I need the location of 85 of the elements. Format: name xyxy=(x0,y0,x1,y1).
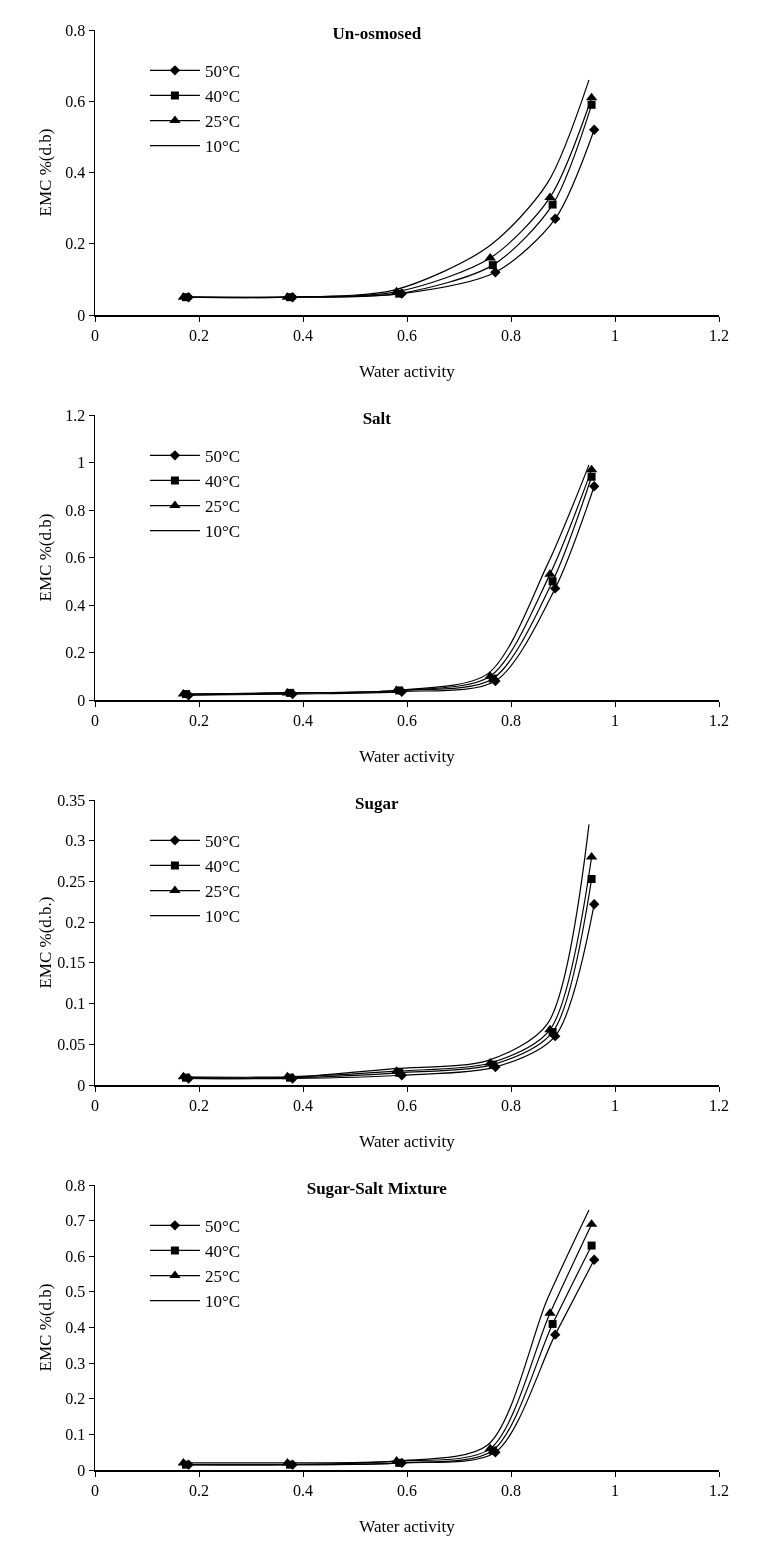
x-tick-label: 0.8 xyxy=(501,711,521,729)
x-tick-label: 0.6 xyxy=(397,1096,417,1114)
legend-label: 25°C xyxy=(204,112,241,132)
legend-label: 10°C xyxy=(204,522,241,542)
y-tick-label: 0.2 xyxy=(65,1390,86,1408)
x-tick-label: 0.6 xyxy=(397,326,417,344)
y-tick-label: 0.8 xyxy=(65,1176,86,1194)
y-tick-label: 0 xyxy=(77,1461,86,1479)
y-tick-label: 0.2 xyxy=(65,235,86,253)
legend-label: 50°C xyxy=(204,61,241,81)
x-tick-label: 0.4 xyxy=(293,1096,313,1114)
y-axis-title: EMC %(d.b) xyxy=(35,513,55,602)
y-tick-label: 0.2 xyxy=(65,913,86,931)
legend-label: 50°C xyxy=(204,1216,241,1236)
legend-label: 25°C xyxy=(204,882,241,902)
x-tick-label: 0 xyxy=(91,1096,99,1114)
x-tick-label: 0.2 xyxy=(189,1096,209,1114)
y-tick-label: 0.4 xyxy=(65,164,86,182)
y-tick-label: 0.25 xyxy=(57,873,86,891)
legend-label: 40°C xyxy=(204,1242,241,1262)
y-tick-label: 0.05 xyxy=(57,1035,86,1053)
y-tick-label: 0.1 xyxy=(65,995,86,1013)
x-tick-label: 0 xyxy=(91,326,99,344)
y-axis-title: EMC %(d.b) xyxy=(35,1283,55,1372)
y-tick-label: 0.4 xyxy=(65,1319,86,1337)
legend-label: 50°C xyxy=(204,831,241,851)
x-tick-label: 1 xyxy=(611,326,619,344)
y-tick-label: 0.8 xyxy=(65,21,86,39)
legend-label: 25°C xyxy=(204,497,241,517)
x-tick-label: 0 xyxy=(91,1481,99,1499)
legend-label: 10°C xyxy=(204,1292,241,1312)
x-tick-label: 0.8 xyxy=(501,1096,521,1114)
y-tick-label: 0.5 xyxy=(65,1283,86,1301)
legend-label: 10°C xyxy=(204,907,241,927)
x-tick-label: 1.2 xyxy=(709,1096,729,1114)
x-tick-label: 0.4 xyxy=(293,326,313,344)
chart-title: Un-osmosed xyxy=(332,23,422,43)
chart-title: Sugar-Salt Mixture xyxy=(306,1178,448,1198)
legend-label: 40°C xyxy=(204,857,241,877)
x-axis-title: Water activity xyxy=(359,1516,456,1536)
x-tick-label: 0.4 xyxy=(293,1481,313,1499)
x-axis-title: Water activity xyxy=(359,746,456,766)
x-tick-label: 1.2 xyxy=(709,1481,729,1499)
x-axis-title: Water activity xyxy=(359,1131,456,1151)
legend-label: 40°C xyxy=(204,87,241,107)
y-tick-label: 0.2 xyxy=(65,644,86,662)
chart-title: Sugar xyxy=(355,793,399,813)
x-tick-label: 0.8 xyxy=(501,326,521,344)
legend-label: 40°C xyxy=(204,472,241,492)
legend-label: 25°C xyxy=(204,1267,241,1287)
y-tick-label: 1.2 xyxy=(65,406,86,424)
x-tick-label: 0.4 xyxy=(293,711,313,729)
y-tick-label: 0 xyxy=(77,306,86,324)
y-tick-label: 0.6 xyxy=(65,92,86,110)
y-tick-label: 0.8 xyxy=(65,501,86,519)
x-tick-label: 1.2 xyxy=(709,711,729,729)
x-tick-label: 0.6 xyxy=(397,711,417,729)
x-tick-label: 0.2 xyxy=(189,1481,209,1499)
x-tick-label: 1 xyxy=(611,711,619,729)
y-tick-label: 0.7 xyxy=(65,1212,86,1230)
chart-title: Salt xyxy=(362,408,392,428)
y-tick-label: 0 xyxy=(77,1076,86,1094)
y-axis-title: EMC %(d.b) xyxy=(35,128,55,217)
legend-label: 50°C xyxy=(204,446,241,466)
x-axis-title: Water activity xyxy=(359,361,456,381)
x-tick-label: 0.8 xyxy=(501,1481,521,1499)
x-tick-label: 0.2 xyxy=(189,326,209,344)
y-tick-label: 0.15 xyxy=(57,954,86,972)
x-tick-label: 0.2 xyxy=(189,711,209,729)
y-tick-label: 0.1 xyxy=(65,1425,86,1443)
y-tick-label: 0 xyxy=(77,691,86,709)
y-tick-label: 0.35 xyxy=(57,791,86,809)
legend-label: 10°C xyxy=(204,137,241,157)
y-tick-label: 0.3 xyxy=(65,832,86,850)
x-tick-label: 0 xyxy=(91,711,99,729)
y-tick-label: 0.4 xyxy=(65,596,86,614)
x-tick-label: 0.6 xyxy=(397,1481,417,1499)
y-tick-label: 0.3 xyxy=(65,1354,86,1372)
x-tick-label: 1 xyxy=(611,1481,619,1499)
y-tick-label: 0.6 xyxy=(65,1247,86,1265)
y-tick-label: 1 xyxy=(77,454,86,472)
x-tick-label: 1 xyxy=(611,1096,619,1114)
x-tick-label: 1.2 xyxy=(709,326,729,344)
y-tick-label: 0.6 xyxy=(65,549,86,567)
y-axis-title: EMC %(d.b.) xyxy=(35,896,55,989)
